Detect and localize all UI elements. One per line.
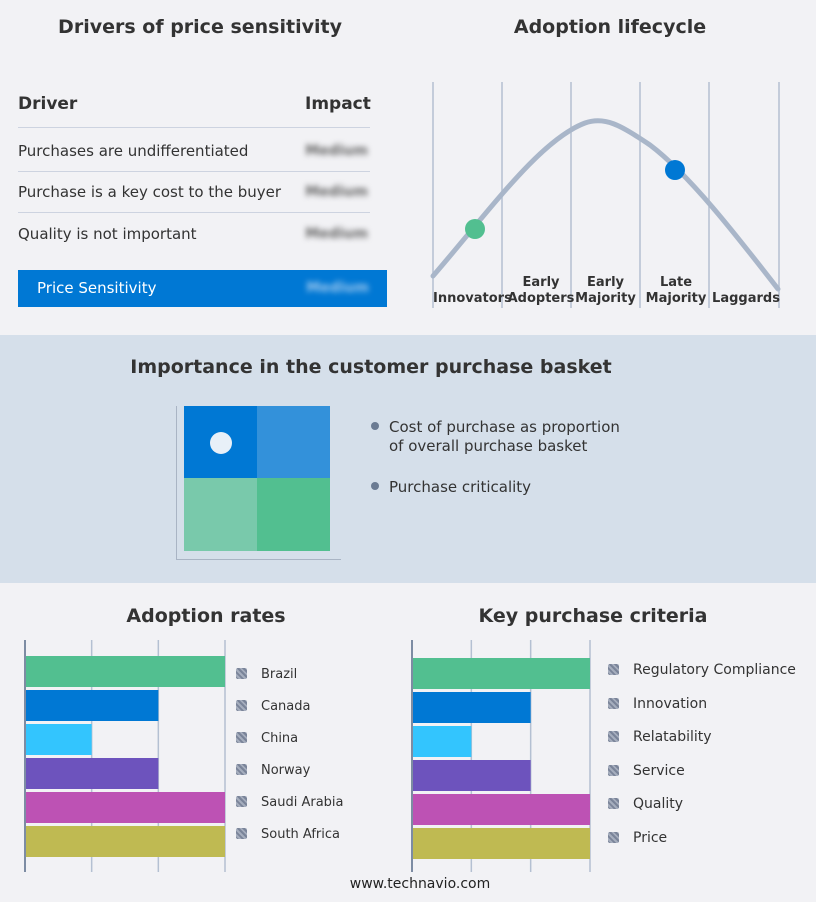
bar-saudi-arabia (26, 792, 225, 823)
basket-title: Importance in the customer purchase bask… (130, 356, 612, 378)
legend-label: Innovation (633, 695, 708, 712)
legend-label: China (261, 731, 299, 746)
stage-label: Early Majority (575, 275, 636, 306)
summary-label: Price Sensitivity (37, 279, 157, 297)
legend-swatch-icon (608, 697, 619, 709)
legend-label: Service (633, 762, 685, 779)
drivers-title: Drivers of price sensitivity (58, 16, 342, 38)
driver-row: Purchase is a key cost to the buyer Mediu… (18, 172, 370, 213)
footer-url: www.technavio.com (349, 876, 491, 892)
bullet-icon (371, 422, 379, 430)
legend-item: South Africa (236, 827, 340, 842)
legend-label: Relatability (633, 729, 712, 746)
bar-brazil (26, 656, 225, 687)
legend-swatch-icon (608, 664, 619, 675)
price-sensitivity-summary: Price Sensitivity Medium (18, 270, 387, 307)
legend-item: Saudi Arabia (236, 795, 344, 810)
legend-swatch-icon (236, 796, 247, 807)
lifecycle-chart (430, 82, 781, 308)
bar-price (413, 828, 590, 859)
header-divider (18, 127, 370, 128)
stage-label: Innovators (433, 291, 512, 306)
y-axis (176, 406, 177, 560)
stage-label: Late Majority (645, 275, 707, 306)
impact-value: Medium (305, 226, 368, 242)
impact-value: Medium (305, 184, 368, 200)
impact-value: Medium (305, 143, 368, 159)
adoption-rates-title: Adoption rates (126, 605, 286, 627)
legend-swatch-icon (608, 731, 619, 743)
legend-item: Norway (236, 763, 310, 778)
legend-item: Regulatory Compliance (608, 662, 796, 678)
x-axis (176, 559, 341, 560)
col-driver: Driver (18, 94, 78, 114)
bullet-text: Purchase criticality (389, 478, 532, 496)
legend-swatch-icon (608, 832, 619, 843)
legend-label: Quality (633, 796, 684, 813)
legend-item: China (236, 731, 298, 746)
bullet-text: Cost of purchase as proportion of overal… (389, 418, 620, 455)
legend-swatch-icon (236, 732, 247, 743)
col-impact: Impact (305, 94, 371, 114)
bar-regulatory-compliance (413, 658, 590, 689)
adoption-rates-chart (24, 640, 226, 872)
bar-canada (26, 690, 159, 721)
legend-label: Saudi Arabia (261, 795, 344, 810)
stage-label: Laggards (712, 291, 780, 306)
bar-norway (26, 758, 159, 789)
adoption-curve (430, 118, 781, 292)
legend-item: Relatability (608, 729, 712, 745)
driver-row: Purchases are undifferentiated Medium (18, 131, 370, 172)
driver-label: Quality is not important (18, 225, 197, 243)
legend-swatch-icon (608, 798, 619, 810)
legend-label: Regulatory Compliance (633, 662, 796, 678)
legend-swatch-icon (236, 828, 247, 839)
late-majority-marker (665, 160, 685, 180)
stage-label: Early Adopters (507, 275, 575, 306)
lifecycle-title: Adoption lifecycle (513, 16, 707, 38)
key-purchase-criteria-chart (411, 640, 591, 872)
legend-label: South Africa (261, 827, 340, 842)
quadrant-top-right (257, 406, 330, 478)
quadrant-bottom-left (184, 478, 257, 551)
basket-bullet: Purchase criticality (371, 478, 531, 497)
legend-item: Service (608, 763, 685, 779)
legend-item: Price (608, 830, 667, 846)
legend-label: Norway (261, 763, 311, 778)
position-marker (210, 432, 232, 454)
innovators-marker (465, 219, 485, 239)
bar-innovation (413, 692, 531, 723)
bar-quality (413, 794, 590, 825)
legend-swatch-icon (236, 764, 247, 775)
legend-label: Canada (261, 699, 311, 714)
bar-south-africa (26, 826, 225, 857)
bullet-icon (371, 482, 379, 490)
bar-china (26, 724, 92, 755)
basket-section (0, 335, 816, 583)
summary-impact: Medium (306, 280, 369, 296)
legend-item: Quality (608, 796, 683, 812)
bar-relatability (413, 726, 472, 757)
legend-swatch-icon (236, 700, 247, 711)
driver-label: Purchase is a key cost to the buyer (18, 183, 282, 201)
quadrant-bottom-right (257, 478, 330, 551)
basket-bullet: Cost of purchase as proportion of overal… (371, 418, 641, 456)
driver-row: Quality is not important Medium (18, 214, 370, 255)
driver-label: Purchases are undifferentiated (18, 142, 249, 160)
legend-swatch-icon (236, 668, 247, 679)
legend-item: Canada (236, 699, 310, 714)
bar-service (413, 760, 531, 791)
legend-swatch-icon (608, 764, 619, 776)
key-purchase-criteria-title: Key purchase criteria (478, 605, 708, 627)
legend-label: Brazil (261, 667, 298, 682)
legend-item: Innovation (608, 696, 707, 712)
legend-label: Price (633, 830, 668, 846)
legend-item: Brazil (236, 667, 297, 682)
